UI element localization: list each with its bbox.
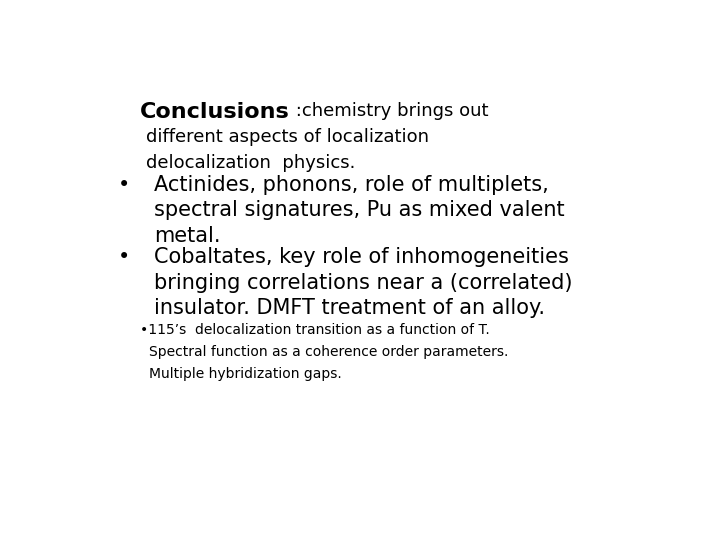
Text: Multiple hybridization gaps.: Multiple hybridization gaps. bbox=[148, 367, 341, 381]
Text: •115’s  delocalization transition as a function of T.: •115’s delocalization transition as a fu… bbox=[140, 323, 490, 338]
Text: Actinides, phonons, role of multiplets,: Actinides, phonons, role of multiplets, bbox=[154, 174, 549, 194]
Text: Spectral function as a coherence order parameters.: Spectral function as a coherence order p… bbox=[148, 345, 508, 359]
Text: •: • bbox=[118, 247, 130, 267]
Text: bringing correlations near a (correlated): bringing correlations near a (correlated… bbox=[154, 273, 572, 293]
Text: metal.: metal. bbox=[154, 226, 220, 246]
Text: Conclusions: Conclusions bbox=[140, 102, 290, 122]
Text: :chemistry brings out: :chemistry brings out bbox=[290, 102, 488, 120]
Text: spectral signatures, Pu as mixed valent: spectral signatures, Pu as mixed valent bbox=[154, 200, 564, 220]
Text: •: • bbox=[118, 174, 130, 194]
Text: delocalization  physics.: delocalization physics. bbox=[145, 154, 355, 172]
Text: insulator. DMFT treatment of an alloy.: insulator. DMFT treatment of an alloy. bbox=[154, 299, 545, 319]
Text: different aspects of localization: different aspects of localization bbox=[145, 128, 429, 146]
Text: Cobaltates, key role of inhomogeneities: Cobaltates, key role of inhomogeneities bbox=[154, 247, 569, 267]
